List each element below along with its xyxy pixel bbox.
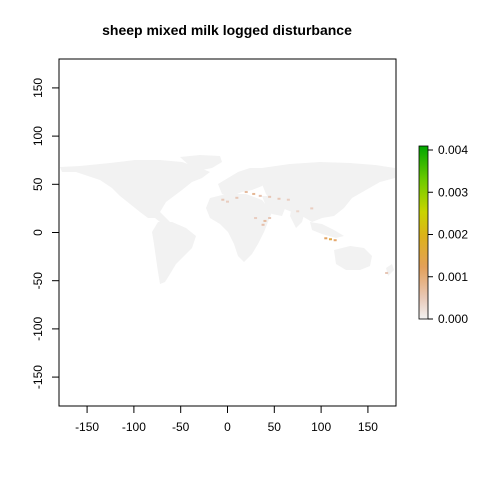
disturbance-hotspot: [244, 191, 248, 194]
disturbance-hotspot: [221, 198, 225, 201]
legend-tick-label: 0.000: [438, 312, 468, 326]
south-america-land: [152, 222, 196, 284]
y-tick-label: -50: [31, 272, 45, 290]
disturbance-hotspot: [254, 217, 258, 220]
legend-tick-label: 0.004: [438, 143, 468, 157]
middle-east-land: [262, 196, 286, 216]
y-tick-label: 150: [31, 78, 45, 98]
disturbance-hotspot: [235, 196, 239, 199]
indonesia-land: [310, 222, 344, 238]
chart-title: sheep mixed milk logged disturbance: [102, 22, 352, 38]
legend-tick-label: 0.002: [438, 228, 468, 242]
europe-land: [218, 168, 270, 196]
legend-tick-label: 0.003: [438, 185, 468, 199]
disturbance-hotspot: [310, 207, 314, 210]
australia-land: [334, 246, 372, 270]
disturbance-hotspot: [268, 217, 272, 220]
x-tick-label: 100: [311, 420, 331, 434]
africa-land: [206, 194, 272, 262]
land-layer: [60, 155, 395, 284]
y-tick-label: 100: [31, 126, 45, 146]
x-tick-label: 150: [358, 420, 378, 434]
disturbance-hotspot: [263, 219, 267, 222]
disturbance-hotspot: [333, 239, 337, 242]
disturbance-hotspot: [268, 195, 272, 198]
y-axis: 150 100 50 0 -50 -100 -150: [31, 78, 60, 389]
legend-color-bar: [418, 145, 429, 320]
disturbance-hotspot: [226, 200, 229, 203]
y-tick-label: -150: [31, 365, 45, 389]
north-america-land: [60, 160, 210, 218]
new-zealand-land: [386, 264, 394, 276]
x-tick-label: -150: [75, 420, 99, 434]
disturbance-hotspot: [328, 238, 332, 241]
disturbance-hotspot: [296, 210, 300, 213]
disturbance-hotspot: [258, 194, 262, 197]
disturbance-hotspot: [385, 271, 389, 274]
y-tick-label: 50: [31, 177, 45, 191]
x-tick-label: 50: [268, 420, 282, 434]
color-legend: 0.004 0.003 0.002 0.001 0.000: [418, 143, 468, 326]
disturbance-hotspot: [324, 237, 328, 240]
x-axis: -150 -100 -50 0 50 100 150: [75, 405, 378, 434]
greenland-land: [180, 155, 222, 170]
disturbance-hotspot: [252, 192, 256, 195]
india-land: [290, 206, 306, 228]
y-tick-label: -100: [31, 317, 45, 341]
hotspot-layer: [221, 191, 389, 274]
x-tick-label: 0: [224, 420, 231, 434]
disturbance-hotspot: [286, 198, 290, 201]
disturbance-hotspot: [277, 197, 281, 200]
legend-tick-label: 0.001: [438, 270, 468, 284]
x-tick-label: -50: [172, 420, 190, 434]
disturbance-hotspot: [261, 223, 265, 226]
plot-frame: [58, 58, 397, 407]
y-tick-label: 0: [31, 229, 45, 236]
x-tick-label: -100: [122, 420, 146, 434]
